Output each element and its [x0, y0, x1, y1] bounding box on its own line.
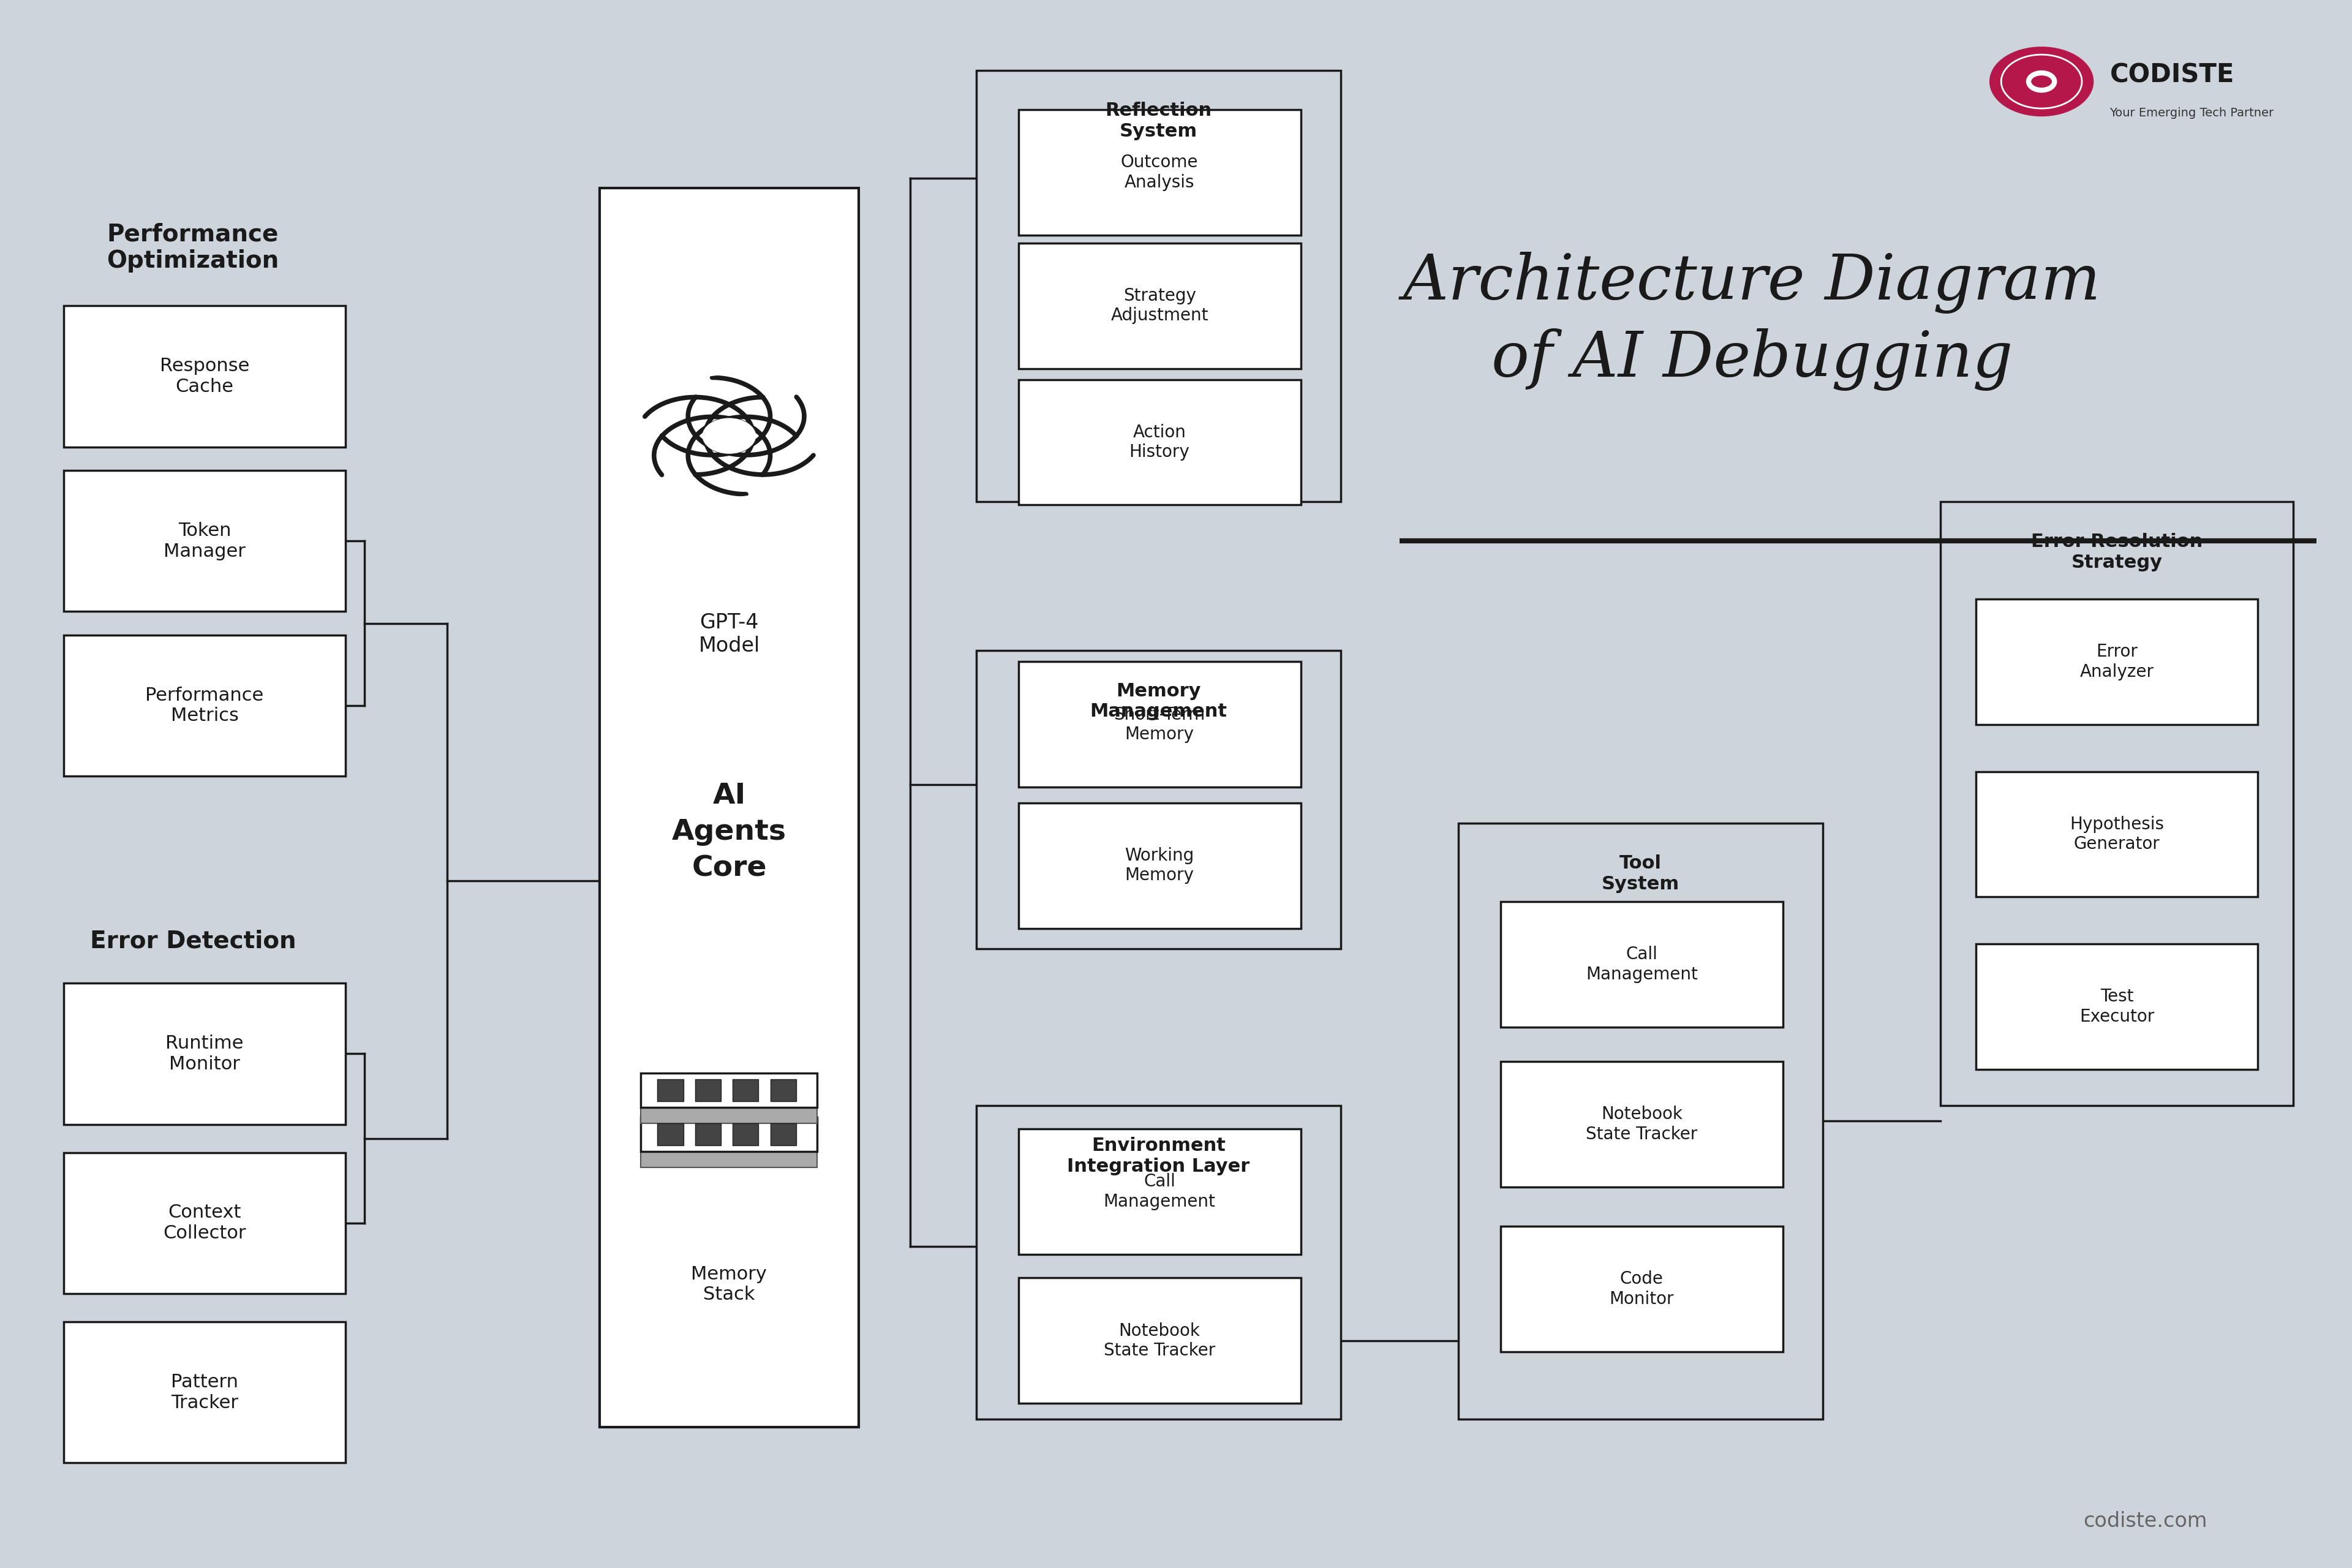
- Text: Your Emerging Tech Partner: Your Emerging Tech Partner: [2110, 107, 2274, 119]
- Text: Context
Collector: Context Collector: [162, 1204, 247, 1242]
- FancyBboxPatch shape: [1018, 379, 1301, 505]
- FancyBboxPatch shape: [1501, 1226, 1783, 1352]
- Text: Code
Monitor: Code Monitor: [1609, 1270, 1675, 1308]
- FancyBboxPatch shape: [696, 1123, 722, 1145]
- FancyBboxPatch shape: [1976, 944, 2258, 1069]
- FancyBboxPatch shape: [1018, 1278, 1301, 1403]
- Text: Test
Executor: Test Executor: [2079, 988, 2154, 1025]
- FancyBboxPatch shape: [1501, 902, 1783, 1027]
- Text: Performance
Optimization: Performance Optimization: [106, 223, 280, 273]
- Text: Performance
Metrics: Performance Metrics: [146, 687, 263, 724]
- FancyBboxPatch shape: [1976, 771, 2258, 897]
- Text: Action
History: Action History: [1129, 423, 1190, 461]
- FancyBboxPatch shape: [976, 1105, 1341, 1419]
- Text: Reflection
System: Reflection System: [1105, 102, 1211, 140]
- FancyBboxPatch shape: [1018, 110, 1301, 235]
- Text: codiste.com: codiste.com: [2084, 1512, 2206, 1530]
- Text: Pattern
Tracker: Pattern Tracker: [172, 1374, 238, 1411]
- Text: Response
Cache: Response Cache: [160, 358, 249, 395]
- Text: GPT-4
Model: GPT-4 Model: [699, 612, 760, 655]
- Text: Tool
System: Tool System: [1602, 855, 1679, 892]
- Text: Environment
Integration Layer: Environment Integration Layer: [1068, 1137, 1249, 1174]
- Text: Memory
Management: Memory Management: [1089, 682, 1228, 720]
- FancyBboxPatch shape: [64, 1322, 346, 1463]
- FancyBboxPatch shape: [976, 651, 1341, 949]
- Text: Short-Term
Memory: Short-Term Memory: [1115, 706, 1204, 743]
- FancyBboxPatch shape: [1018, 662, 1301, 787]
- FancyBboxPatch shape: [600, 188, 858, 1427]
- FancyBboxPatch shape: [64, 983, 346, 1124]
- Text: Hypothesis
Generator: Hypothesis Generator: [2070, 815, 2164, 853]
- FancyBboxPatch shape: [640, 1073, 818, 1107]
- Circle shape: [703, 419, 755, 453]
- Text: Call
Management: Call Management: [1585, 946, 1698, 983]
- Text: Runtime
Monitor: Runtime Monitor: [165, 1035, 245, 1073]
- FancyBboxPatch shape: [64, 306, 346, 447]
- Text: Memory
Stack: Memory Stack: [691, 1265, 767, 1303]
- Circle shape: [1990, 47, 2093, 116]
- Text: Working
Memory: Working Memory: [1124, 847, 1195, 884]
- FancyBboxPatch shape: [640, 1151, 818, 1167]
- Text: Outcome
Analysis: Outcome Analysis: [1122, 154, 1197, 191]
- FancyBboxPatch shape: [64, 1152, 346, 1294]
- FancyBboxPatch shape: [1976, 599, 2258, 724]
- FancyBboxPatch shape: [640, 1107, 818, 1123]
- Text: Notebook
State Tracker: Notebook State Tracker: [1103, 1322, 1216, 1359]
- FancyBboxPatch shape: [1458, 823, 1823, 1419]
- FancyBboxPatch shape: [64, 470, 346, 612]
- FancyBboxPatch shape: [1940, 502, 2293, 1105]
- FancyBboxPatch shape: [1018, 1129, 1301, 1254]
- Text: Error Resolution
Strategy: Error Resolution Strategy: [2032, 533, 2201, 571]
- FancyBboxPatch shape: [659, 1123, 684, 1145]
- FancyBboxPatch shape: [1018, 243, 1301, 368]
- Text: Call
Management: Call Management: [1103, 1173, 1216, 1210]
- FancyBboxPatch shape: [976, 71, 1341, 502]
- FancyBboxPatch shape: [1018, 803, 1301, 928]
- FancyBboxPatch shape: [1501, 1062, 1783, 1187]
- FancyBboxPatch shape: [734, 1123, 757, 1145]
- FancyBboxPatch shape: [771, 1123, 795, 1145]
- Text: Token
Manager: Token Manager: [165, 522, 245, 560]
- FancyBboxPatch shape: [771, 1079, 795, 1101]
- Text: CODISTE: CODISTE: [2110, 63, 2234, 88]
- FancyBboxPatch shape: [734, 1079, 757, 1101]
- Text: AI
Agents
Core: AI Agents Core: [673, 782, 786, 883]
- Text: Architecture Diagram
of AI Debugging: Architecture Diagram of AI Debugging: [1404, 252, 2100, 390]
- Text: Error
Analyzer: Error Analyzer: [2079, 643, 2154, 681]
- FancyBboxPatch shape: [696, 1079, 722, 1101]
- FancyBboxPatch shape: [640, 1116, 818, 1151]
- FancyBboxPatch shape: [64, 635, 346, 776]
- Text: Strategy
Adjustment: Strategy Adjustment: [1110, 287, 1209, 325]
- Text: Error Detection: Error Detection: [89, 930, 296, 952]
- Text: Notebook
State Tracker: Notebook State Tracker: [1585, 1105, 1698, 1143]
- FancyBboxPatch shape: [659, 1079, 684, 1101]
